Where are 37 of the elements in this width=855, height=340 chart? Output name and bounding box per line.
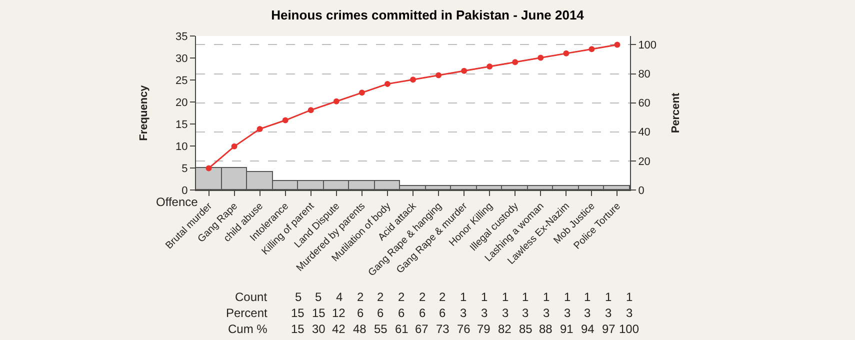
point <box>410 76 416 83</box>
point <box>486 64 493 70</box>
point <box>512 59 518 66</box>
point <box>308 107 314 114</box>
point <box>538 54 544 61</box>
y2-axis-title: Percent <box>670 92 682 134</box>
y-tick-label: 35 <box>176 30 188 43</box>
point <box>588 46 595 52</box>
y-tick-label: 30 <box>176 52 188 65</box>
y-tick-label: 10 <box>176 140 188 153</box>
y2-tick-label: 20 <box>638 156 650 168</box>
y-tick-label: 5 <box>182 162 188 175</box>
point <box>206 165 212 172</box>
point <box>461 68 468 74</box>
point <box>563 50 570 56</box>
y-tick-label: 25 <box>176 74 188 87</box>
text: Cum % 15 30 42 48 55 61 67 73 76 79 82 85 88 91 94 97 100 <box>228 322 640 336</box>
point <box>333 98 340 104</box>
y2-tick-label: 40 <box>638 126 650 139</box>
point <box>358 90 365 96</box>
point <box>282 117 288 124</box>
y-tick-label: 0 <box>182 184 188 197</box>
chart-title: Heinous crimes committed in Pakistan - June 2014 <box>271 7 585 22</box>
y-axis-title: Frequency <box>138 84 150 141</box>
point <box>614 42 620 48</box>
y2-tick-label: 0 <box>638 184 644 197</box>
y-tick-label: 20 <box>176 96 188 109</box>
y2-tick-label: 80 <box>638 68 650 81</box>
point <box>231 143 238 150</box>
y-tick-label: 15 <box>176 118 188 131</box>
point <box>384 80 390 87</box>
text: Count 5 5 4 2 2 2 2 2 1 1 1 1 1 1 1 1 1 <box>235 290 633 304</box>
y2-tick-label: 60 <box>638 98 650 110</box>
text: Percent 15 15 12 6 6 6 6 6 3 3 3 3 3 3 3 3 3 <box>226 306 633 320</box>
point <box>256 126 263 132</box>
point <box>436 72 442 78</box>
y2-tick-label: 100 <box>638 40 657 52</box>
